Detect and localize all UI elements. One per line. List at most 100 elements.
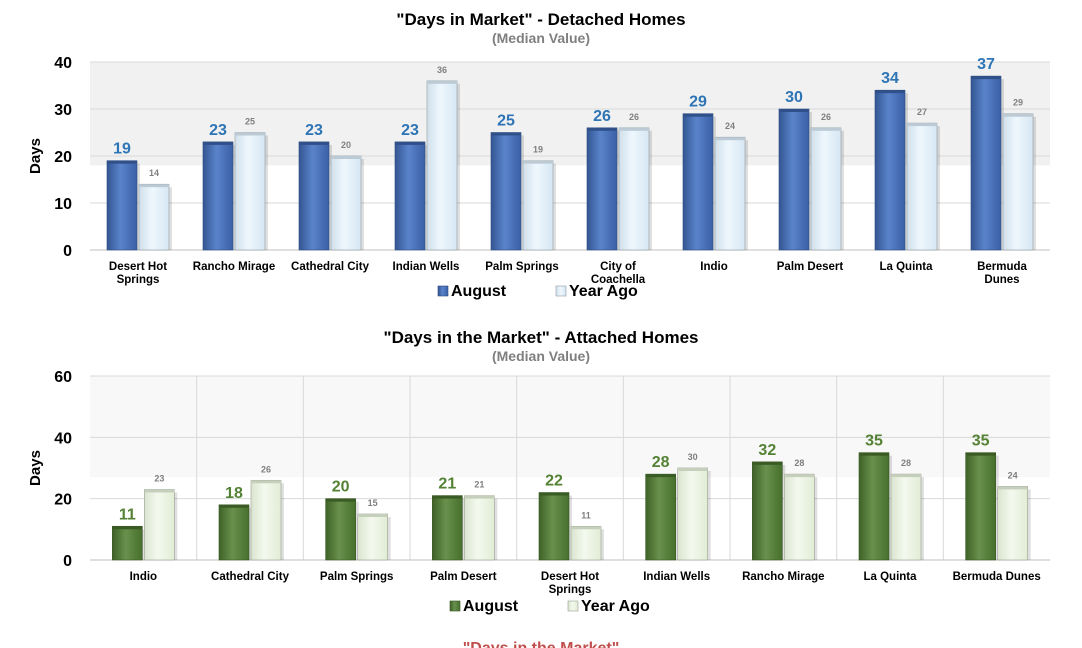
data-label-year-ago: 26: [821, 112, 831, 122]
y-tick-label: 20: [54, 149, 72, 166]
legend-label: Year Ago: [581, 598, 650, 615]
data-label-year-ago: 15: [368, 498, 378, 508]
bar-year-ago: [997, 486, 1028, 561]
data-label-year-ago: 29: [1013, 98, 1023, 108]
bar-august: [538, 492, 570, 561]
bar-august: [586, 127, 618, 251]
bar-year-ago: [234, 132, 266, 251]
bar-august: [778, 108, 810, 251]
y-tick-label: 30: [54, 102, 72, 119]
bar-cap: [971, 76, 1001, 80]
plot-band: [90, 376, 1050, 478]
legend-swatch: [555, 285, 567, 297]
bar-cap: [491, 132, 521, 136]
x-category-label: Indian Wells: [643, 571, 710, 583]
bar-cap: [683, 113, 713, 117]
x-category-label: Rancho Mirage: [742, 571, 824, 583]
y-axis-label: Days: [27, 450, 44, 486]
data-label-year-ago: 23: [154, 473, 164, 483]
bar-year-ago: [906, 122, 938, 251]
x-category-label: Bermuda Dunes: [953, 571, 1041, 583]
bar-cap: [203, 141, 233, 145]
data-label-august: 22: [545, 473, 563, 490]
bar-cap: [331, 156, 361, 159]
legend-label: Year Ago: [569, 283, 638, 300]
bar-cap: [523, 160, 553, 164]
bar-year-ago: [810, 127, 842, 251]
bar-august: [298, 141, 330, 251]
bar-year-ago: [330, 155, 362, 251]
data-label-august: 32: [758, 442, 776, 459]
bar-cap: [112, 526, 143, 530]
y-tick-label: 0: [63, 553, 72, 570]
bar-cap: [1003, 113, 1033, 117]
bar-cap: [357, 514, 388, 517]
data-label-august: 25: [497, 113, 515, 130]
bar-august: [965, 452, 996, 561]
data-label-year-ago: 20: [341, 140, 351, 150]
bar-cap: [587, 127, 617, 131]
legend-swatch: [449, 600, 461, 612]
bar-year-ago: [677, 467, 708, 561]
x-category-label: Indio: [130, 571, 157, 583]
bar-year-ago: [250, 479, 282, 561]
bar-august: [752, 461, 783, 561]
bar-cap: [464, 495, 495, 499]
data-label-august: 34: [881, 70, 899, 87]
bar-year-ago: [784, 473, 815, 561]
data-label-august: 26: [593, 108, 611, 125]
legend-label: August: [451, 283, 507, 300]
x-category-label: Palm Springs: [485, 261, 559, 273]
x-category-label: Palm Desert: [430, 571, 497, 583]
bar-year-ago: [464, 495, 495, 561]
bar-cap: [752, 461, 783, 465]
chart-title: "Days in the Market" - Attached Homes: [384, 328, 699, 347]
bar-cap: [107, 160, 137, 164]
bar-cap: [907, 123, 937, 127]
bar-august: [874, 89, 906, 251]
bar-cap: [779, 109, 809, 112]
x-category-label: Cathedral City: [211, 571, 290, 583]
chart-subtitle: (Median Value): [492, 30, 590, 46]
x-category-label: Indio: [700, 261, 727, 273]
bar-year-ago: [570, 525, 602, 561]
y-tick-label: 60: [54, 369, 72, 386]
detached-homes-chart: "Days in Market" - Detached Homes(Median…: [27, 10, 1050, 300]
bar-cap: [784, 474, 815, 478]
bar-august: [325, 498, 356, 561]
data-label-august: 28: [652, 454, 670, 471]
bar-year-ago: [890, 473, 922, 561]
data-label-august: 21: [438, 476, 456, 493]
x-category-label: Cathedral City: [291, 261, 370, 273]
data-label-year-ago: 26: [261, 464, 271, 474]
data-label-year-ago: 26: [629, 112, 639, 122]
data-label-year-ago: 28: [794, 458, 804, 468]
y-tick-label: 0: [63, 243, 72, 260]
bar-august: [490, 132, 522, 251]
data-label-august: 18: [225, 485, 243, 502]
bar-cap: [432, 495, 463, 499]
bar-august: [682, 113, 714, 251]
data-label-year-ago: 28: [901, 458, 911, 468]
data-label-year-ago: 24: [725, 121, 735, 131]
y-tick-label: 20: [54, 492, 72, 509]
bar-cap: [859, 452, 889, 456]
bar-year-ago: [144, 489, 175, 561]
bar-cap: [645, 474, 676, 478]
bar-cap: [427, 80, 457, 84]
bar-cap: [715, 137, 745, 141]
legend-label: August: [463, 598, 519, 615]
bar-cap: [235, 132, 265, 136]
attached-homes-chart: "Days in the Market" - Attached Homes(Me…: [27, 328, 1050, 615]
data-label-august: 11: [119, 506, 136, 523]
data-label-august: 20: [332, 479, 350, 496]
bar-cap: [325, 498, 356, 502]
x-category-label: Palm Desert: [777, 261, 844, 273]
bar-cap: [875, 90, 905, 94]
bar-cap: [539, 492, 569, 496]
chart-title: "Days in Market" - Detached Homes: [396, 10, 685, 29]
bar-year-ago: [618, 127, 650, 251]
data-label-august: 29: [689, 94, 707, 111]
bar-cap: [891, 474, 921, 478]
x-category-label: Desert Hot Springs: [541, 571, 599, 596]
